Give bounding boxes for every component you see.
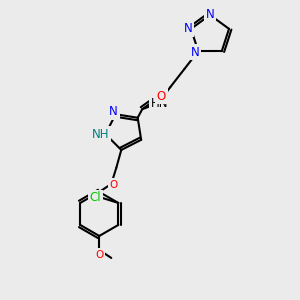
Text: N: N bbox=[184, 22, 192, 35]
Text: O: O bbox=[95, 250, 103, 260]
Text: O: O bbox=[109, 180, 117, 190]
Text: Cl: Cl bbox=[89, 191, 101, 204]
Text: O: O bbox=[157, 90, 166, 103]
Text: N: N bbox=[191, 46, 200, 59]
Text: HN: HN bbox=[151, 97, 168, 110]
Text: N: N bbox=[206, 8, 214, 20]
Text: N: N bbox=[109, 105, 118, 118]
Text: NH: NH bbox=[92, 128, 109, 141]
